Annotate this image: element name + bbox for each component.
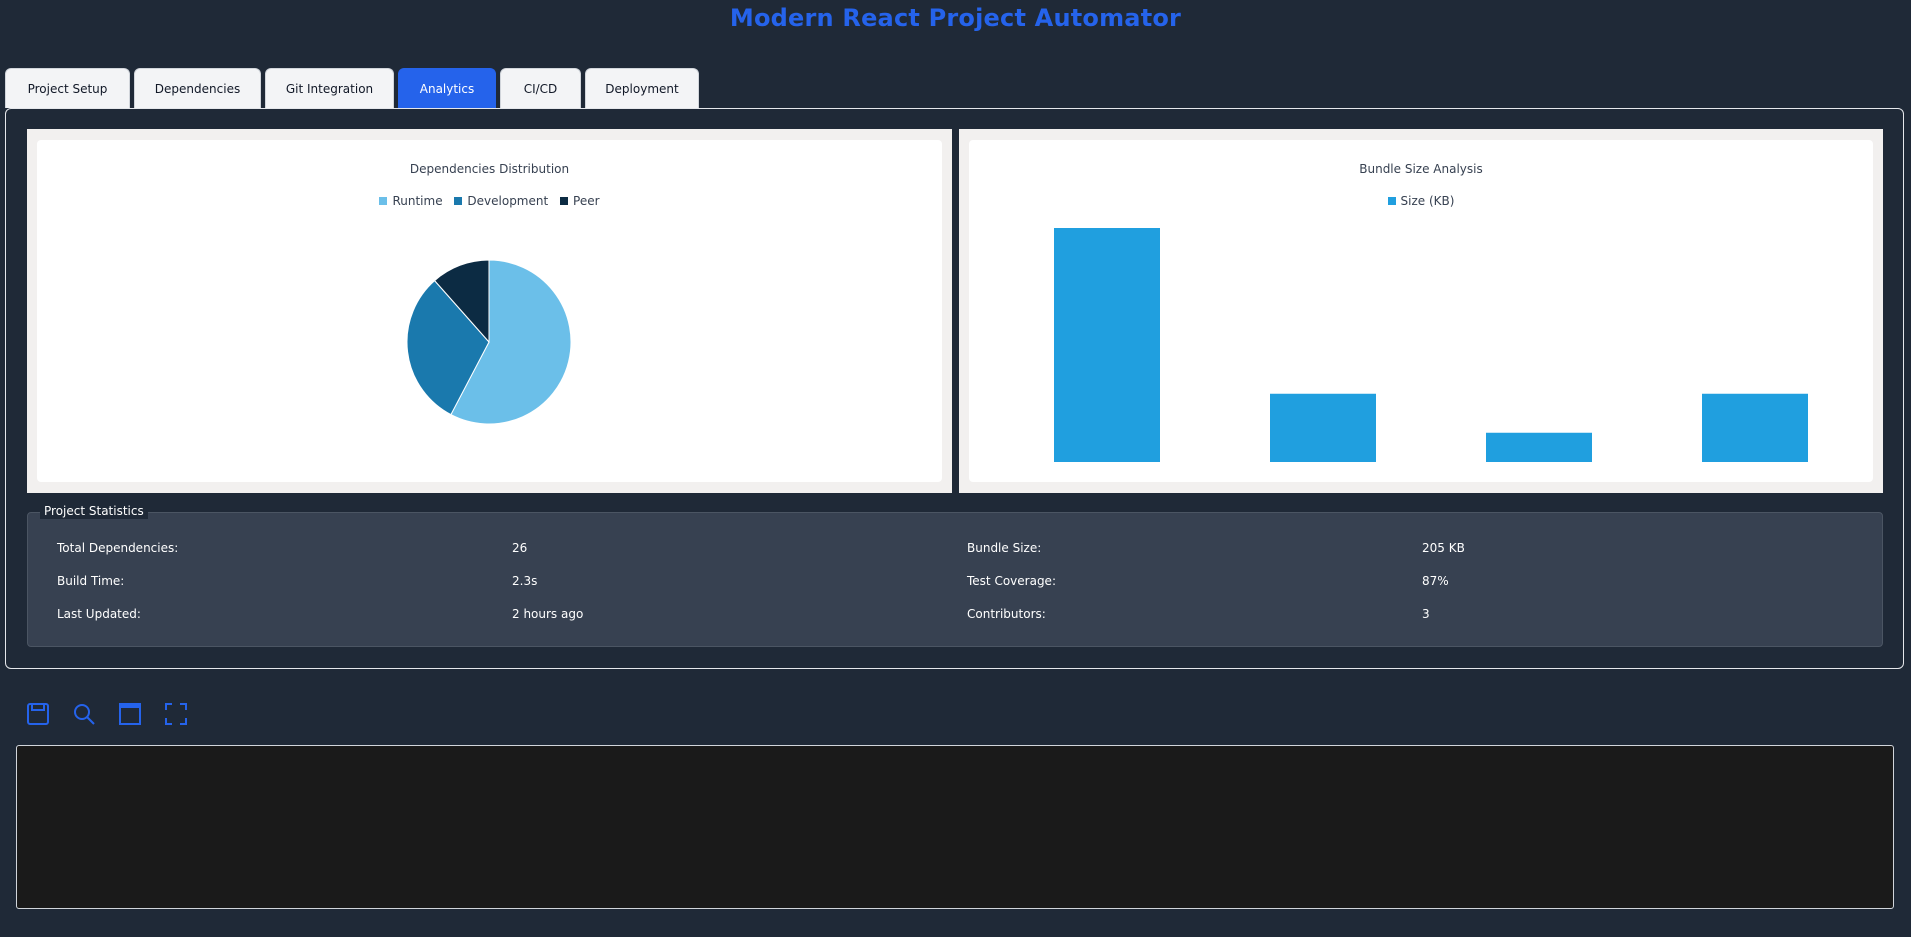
stat-value-bundle-size: 205 KB bbox=[1422, 541, 1465, 555]
pie-chart bbox=[406, 259, 572, 425]
bar-legend: Size (KB) bbox=[969, 194, 1873, 208]
stat-label-total-dependencies: Total Dependencies: bbox=[57, 541, 179, 555]
legend-swatch-peer bbox=[560, 197, 569, 205]
bar-2[interactable] bbox=[1270, 393, 1376, 462]
bar-1[interactable] bbox=[1054, 228, 1160, 462]
pie-slice-runtime[interactable] bbox=[450, 259, 572, 425]
search-icon bbox=[74, 704, 95, 725]
app-title: Modern React Project Automator bbox=[729, 4, 1182, 32]
save-button[interactable] bbox=[24, 700, 52, 728]
tab-ci-cd[interactable]: CI/CD bbox=[500, 68, 581, 108]
bar-chart bbox=[1054, 228, 1808, 462]
legend-label-size: Size (KB) bbox=[1400, 194, 1455, 208]
legend-item-size[interactable]: Size (KB) bbox=[1387, 194, 1455, 208]
legend-label-runtime: Runtime bbox=[392, 194, 443, 208]
stat-label-test-coverage: Test Coverage: bbox=[967, 574, 1056, 588]
legend-label-peer: Peer bbox=[573, 194, 600, 208]
save-icon bbox=[27, 703, 49, 725]
legend-swatch-runtime bbox=[379, 197, 388, 205]
dependencies-chart-frame: Dependencies Distribution Runtime Develo… bbox=[27, 129, 952, 493]
tab-git-integration[interactable]: Git Integration bbox=[265, 68, 394, 108]
project-statistics-group: Project Statistics Total Dependencies: 2… bbox=[27, 503, 1883, 647]
tab-deployment[interactable]: Deployment bbox=[585, 68, 699, 108]
legend-item-development[interactable]: Development bbox=[454, 194, 548, 208]
stat-value-contributors: 3 bbox=[1422, 607, 1430, 621]
window-icon bbox=[119, 703, 141, 725]
bar-3[interactable] bbox=[1486, 432, 1592, 462]
stat-value-build-time: 2.3s bbox=[512, 574, 538, 588]
legend-item-peer[interactable]: Peer bbox=[560, 194, 600, 208]
tab-analytics[interactable]: Analytics bbox=[398, 68, 496, 108]
search-button[interactable] bbox=[70, 700, 98, 728]
tab-dependencies[interactable]: Dependencies bbox=[134, 68, 261, 108]
stat-label-last-updated: Last Updated: bbox=[57, 607, 141, 621]
pie-slice-peer[interactable] bbox=[433, 259, 490, 344]
bundle-chart-frame: Bundle Size Analysis Size (KB) bbox=[959, 129, 1883, 493]
stat-value-test-coverage: 87% bbox=[1422, 574, 1449, 588]
bar-4[interactable] bbox=[1702, 393, 1808, 462]
pie-slice-development[interactable] bbox=[406, 279, 490, 416]
statistics-title: Project Statistics bbox=[40, 503, 148, 519]
pie-legend: Runtime Development Peer bbox=[37, 194, 942, 208]
analytics-panel bbox=[5, 108, 1904, 669]
stat-label-bundle-size: Bundle Size: bbox=[967, 541, 1042, 555]
fullscreen-icon bbox=[165, 703, 187, 725]
dependencies-chart-card: Dependencies Distribution Runtime Develo… bbox=[37, 140, 942, 482]
stat-value-total-dependencies: 26 bbox=[512, 541, 528, 555]
fullscreen-button[interactable] bbox=[162, 700, 190, 728]
window-button[interactable] bbox=[116, 700, 144, 728]
bundle-chart-card: Bundle Size Analysis Size (KB) bbox=[969, 140, 1873, 482]
legend-label-development: Development bbox=[467, 194, 549, 208]
legend-swatch-size bbox=[1387, 197, 1396, 205]
bar-chart-title: Bundle Size Analysis bbox=[1359, 162, 1483, 176]
legend-swatch-development bbox=[454, 197, 463, 205]
output-console[interactable] bbox=[16, 745, 1894, 909]
legend-item-runtime[interactable]: Runtime bbox=[379, 194, 443, 208]
tab-project-setup[interactable]: Project Setup bbox=[5, 68, 130, 108]
stat-label-build-time: Build Time: bbox=[57, 574, 125, 588]
pie-chart-title: Dependencies Distribution bbox=[409, 162, 570, 176]
stat-label-contributors: Contributors: bbox=[967, 607, 1046, 621]
stat-value-last-updated: 2 hours ago bbox=[512, 607, 584, 621]
